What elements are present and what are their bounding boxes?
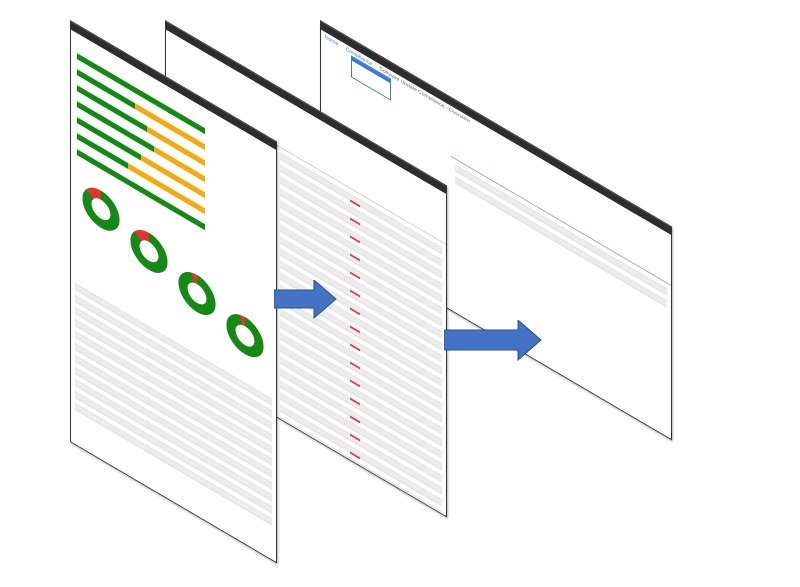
arrow-right-icon — [274, 280, 337, 320]
donut-segment-green — [178, 272, 216, 315]
donut-charts — [82, 187, 264, 358]
error-value — [350, 469, 360, 478]
panel-dashboard — [70, 20, 277, 564]
arrow-right-icon — [444, 320, 542, 362]
donut-segment-green — [226, 314, 264, 358]
donut-segment-green — [82, 187, 120, 231]
donut-segment-green — [130, 229, 168, 273]
